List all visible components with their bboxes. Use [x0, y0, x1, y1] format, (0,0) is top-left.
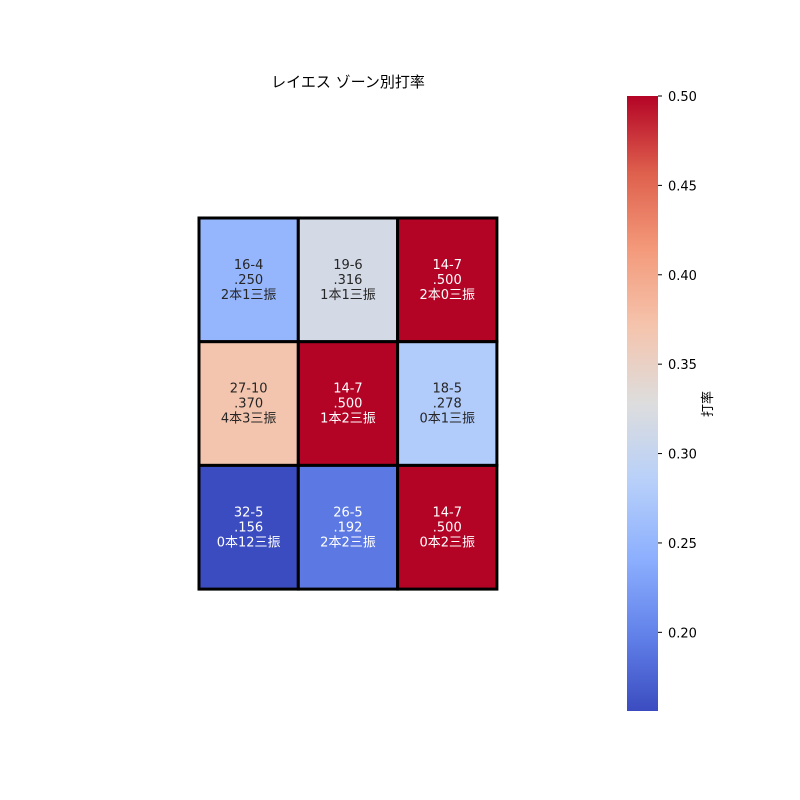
cell-record: 14-7	[432, 258, 462, 273]
cell-average: .370	[234, 397, 263, 412]
colorbar: 0.20 0.25 0.30 0.35 0.40 0.45 0.50 打率	[627, 90, 716, 711]
chart-title: レイエス ゾーン別打率	[271, 73, 425, 91]
cell-record: 14-7	[333, 382, 363, 397]
cell-average: .192	[333, 520, 362, 535]
cell-detail: 1本1三振	[320, 288, 376, 303]
heatmap-cell-rect	[396, 340, 499, 467]
cell-record: 16-4	[234, 258, 264, 273]
cell-average: .500	[433, 273, 462, 288]
cell-detail: 2本1三振	[221, 288, 277, 303]
cell-average: .500	[433, 520, 462, 535]
cell-record: 19-6	[333, 258, 363, 273]
colorbar-tick-label: 0.25	[668, 537, 697, 552]
cell-detail: 1本2三振	[320, 412, 376, 427]
heatmap-cells: 16-4.2502本1三振19-6.3161本1三振14-7.5002本0三振2…	[197, 216, 499, 591]
cell-record: 26-5	[333, 505, 363, 520]
colorbar-tick-label: 0.45	[668, 179, 697, 194]
cell-detail: 4本3三振	[221, 412, 277, 427]
cell-record: 27-10	[230, 382, 268, 397]
heatmap-cell-rect	[296, 463, 400, 591]
cell-detail: 2本0三振	[419, 288, 475, 303]
colorbar-ticks: 0.20 0.25 0.30 0.35 0.40 0.45 0.50	[658, 90, 697, 641]
cell-detail: 2本2三振	[320, 535, 376, 550]
cell-average: .156	[234, 520, 263, 535]
colorbar-label: 打率	[700, 391, 716, 417]
cell-average: .316	[333, 273, 362, 288]
colorbar-tick-label: 0.40	[668, 269, 697, 284]
cell-detail: 0本1三振	[419, 412, 475, 427]
cell-record: 18-5	[432, 382, 462, 397]
colorbar-tick-label: 0.20	[668, 626, 697, 641]
cell-detail: 0本2三振	[419, 535, 475, 550]
cell-average: .500	[333, 397, 362, 412]
cell-average: .278	[433, 397, 462, 412]
cell-average: .250	[234, 273, 263, 288]
cell-record: 32-5	[234, 505, 264, 520]
heatmap-cell-rect	[296, 216, 400, 344]
colorbar-tick-label: 0.50	[668, 90, 697, 105]
colorbar-tick-label: 0.35	[668, 358, 697, 373]
cell-record: 14-7	[432, 505, 462, 520]
heatmap-cell-rect	[197, 463, 300, 591]
colorbar-tick-label: 0.30	[668, 448, 697, 463]
cell-detail: 0本12三振	[217, 535, 281, 550]
colorbar-gradient	[627, 96, 658, 711]
heatmap-cell-rect	[197, 216, 300, 344]
heatmap-cell-rect	[396, 463, 499, 591]
